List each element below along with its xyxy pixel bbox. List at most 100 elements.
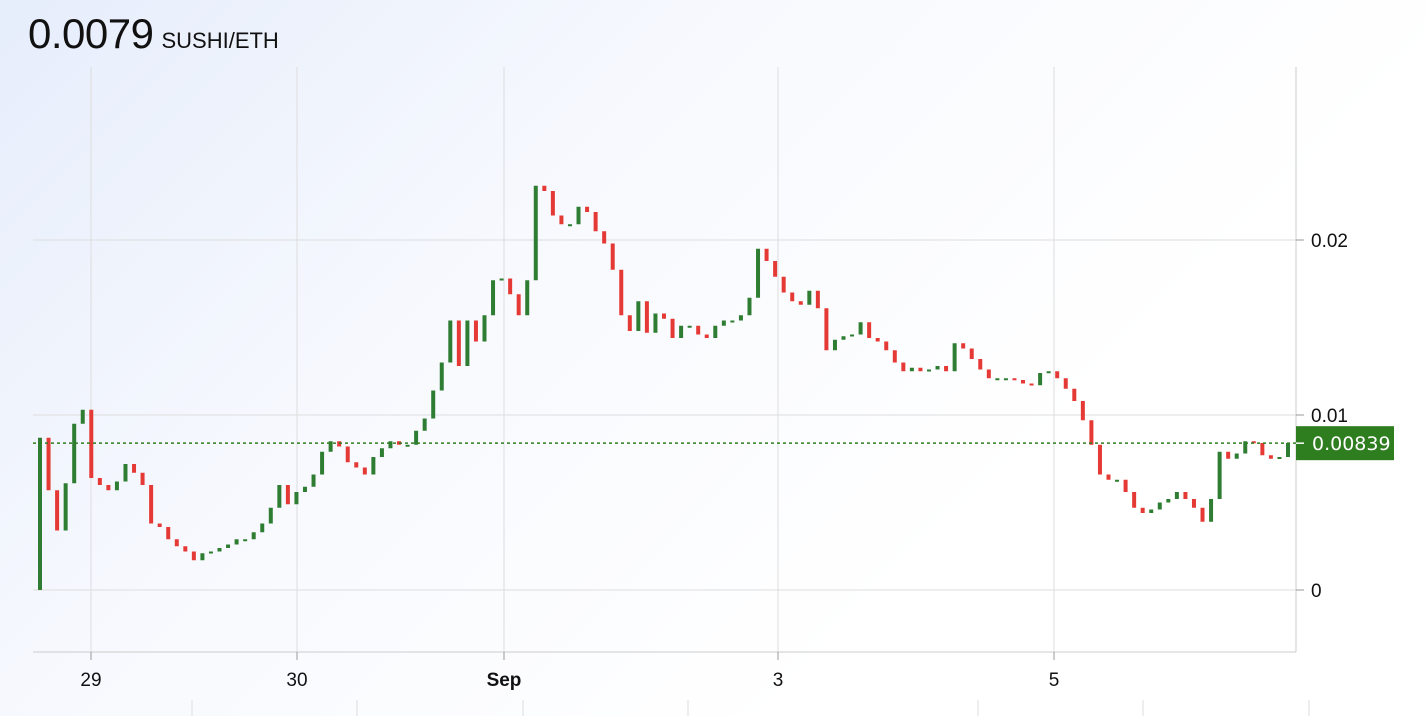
candle xyxy=(798,301,803,305)
candle xyxy=(841,336,846,340)
candle xyxy=(516,294,521,316)
candle xyxy=(149,485,154,524)
candle xyxy=(704,334,709,338)
candle xyxy=(1191,499,1196,508)
axes xyxy=(33,67,1310,716)
candle xyxy=(986,369,991,379)
candle xyxy=(388,441,393,449)
candle xyxy=(867,322,872,338)
candle xyxy=(140,472,145,485)
candle xyxy=(969,348,974,359)
candle xyxy=(294,492,299,505)
candle xyxy=(850,334,855,337)
candle xyxy=(525,280,530,316)
candle xyxy=(1132,492,1137,508)
candle xyxy=(379,448,384,457)
candle xyxy=(662,313,666,319)
candle xyxy=(679,325,684,338)
candle xyxy=(1149,509,1154,513)
x-tick-label-3: 3 xyxy=(773,670,784,691)
candle xyxy=(431,390,436,419)
current-price-badge xyxy=(1296,426,1394,461)
candle xyxy=(1021,380,1026,384)
current-price-marker: 0.00839 xyxy=(1296,426,1394,461)
candle xyxy=(730,320,735,323)
candle xyxy=(1012,378,1017,381)
candle xyxy=(738,315,743,321)
candle xyxy=(961,343,966,349)
price-header: 0.0079 SUSHI/ETH xyxy=(28,10,279,58)
candle xyxy=(713,325,718,338)
candle xyxy=(696,325,701,335)
candle xyxy=(1046,371,1051,374)
candles xyxy=(38,185,1290,590)
candle xyxy=(542,185,547,191)
candle xyxy=(901,362,906,372)
candle xyxy=(636,301,641,331)
candle xyxy=(892,350,897,363)
y-tick-labels: 0 0.01 0.02 xyxy=(1311,231,1348,602)
candle xyxy=(491,280,496,316)
candle xyxy=(63,483,68,531)
candle xyxy=(114,481,119,491)
candle xyxy=(285,485,290,505)
y-tick-label-002: 0.02 xyxy=(1311,231,1348,252)
candle xyxy=(456,320,461,366)
candle xyxy=(80,409,85,424)
candle xyxy=(1200,507,1205,522)
candle xyxy=(448,320,453,363)
candle xyxy=(926,369,931,372)
candle xyxy=(345,446,350,463)
candle xyxy=(1286,443,1290,457)
candle xyxy=(1217,451,1222,499)
candle xyxy=(328,441,333,452)
candle xyxy=(1089,420,1094,445)
x-tick-labels: 29 30 Sep 3 5 xyxy=(80,670,1059,691)
candle xyxy=(422,418,427,431)
candle xyxy=(46,437,51,491)
candle xyxy=(354,462,359,468)
current-price-label: 0.00839 xyxy=(1312,433,1391,455)
candle xyxy=(243,539,248,542)
candle xyxy=(439,362,444,391)
candle xyxy=(687,325,692,328)
candle xyxy=(653,313,658,333)
candle xyxy=(371,457,376,475)
x-tick-label-29: 29 xyxy=(80,670,101,691)
x-tick-label-30: 30 xyxy=(286,670,307,691)
y-tick-label-0: 0 xyxy=(1311,581,1322,602)
candle xyxy=(1080,401,1085,421)
candle xyxy=(593,212,598,232)
candle xyxy=(302,486,307,492)
candle xyxy=(1260,443,1265,456)
candle xyxy=(884,341,889,351)
candle xyxy=(944,366,949,372)
candle xyxy=(1234,453,1239,459)
candle xyxy=(89,409,94,478)
candle xyxy=(157,523,162,527)
current-price: 0.0079 xyxy=(28,10,154,57)
candle xyxy=(38,437,42,590)
candle xyxy=(909,367,914,372)
candle xyxy=(1038,373,1043,386)
candle xyxy=(191,551,196,561)
candle xyxy=(1243,441,1248,454)
candle xyxy=(815,290,820,309)
candle xyxy=(764,248,769,261)
candle xyxy=(1115,479,1120,482)
candle xyxy=(1268,455,1273,459)
candle xyxy=(1123,479,1128,492)
candle xyxy=(1063,378,1068,389)
candle xyxy=(1097,444,1102,475)
candle xyxy=(875,338,880,342)
candle xyxy=(72,423,77,484)
candle xyxy=(995,378,1000,381)
candle xyxy=(918,367,923,372)
candle xyxy=(320,451,325,475)
candle xyxy=(277,485,282,508)
candle xyxy=(1174,492,1179,499)
candle xyxy=(1166,499,1171,503)
candle xyxy=(200,553,205,561)
candle xyxy=(1226,451,1231,459)
